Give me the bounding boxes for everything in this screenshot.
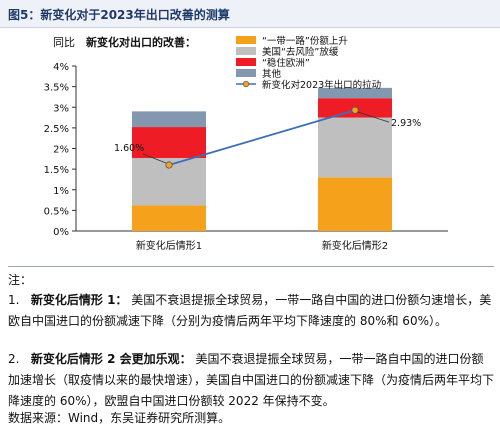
line-series-path: [168, 109, 356, 166]
legend-swatch: [236, 69, 256, 77]
chart-title: 新变化对出口的改善：: [86, 35, 196, 49]
note-item-1: 1. 新变化后情形 1： 美国不衰退提振全球贸易，一带一路自中国的进口份额匀速增…: [8, 290, 494, 332]
stacked-bar-chart: 0% 0.5% 1% 1.5% 2% 2.5% 3% 3.5% 4% 新变化后情形1 新变化后情形…: [44, 35, 448, 252]
y-tick-label: 1%: [53, 186, 69, 197]
y-tick-label: 3%: [53, 103, 69, 114]
legend-label: “稳住欧洲”: [262, 57, 310, 69]
bar-segment-1-1: [132, 205, 206, 231]
x-tick-label: 新变化后情形2: [322, 239, 388, 252]
note-2-heading: 新变化后情形 2 会更加乐观：: [30, 352, 192, 366]
note-2-text: 美国不衰退提振全球贸易，一带一路自中国的进口份额加速增长（取疫情以来的最快增速）…: [8, 352, 495, 408]
legend-label: “一带一路”份额上升: [262, 35, 348, 47]
bar-segment-1-4: [132, 111, 206, 128]
data-label-leader: [357, 111, 390, 123]
note-1-number: 1.: [8, 293, 20, 307]
legend-line-marker: [242, 80, 250, 88]
data-label: 2.93%: [391, 118, 421, 129]
notes-label: 注：: [8, 273, 33, 287]
chart-legend: “一带一路”份额上升美国“去风险”放缓“稳住欧洲”其他新变化对2023年出口的拉…: [236, 35, 381, 91]
y-tick-label: 1.5%: [44, 165, 69, 176]
notes-divider: [8, 266, 494, 267]
y-axis-label: 同比: [53, 36, 75, 49]
y-tick-label: 2%: [53, 145, 69, 156]
legend-label: 美国“去风险”放缓: [262, 46, 339, 58]
y-tick-label: 4%: [53, 62, 69, 73]
legend-label: 新变化对2023年出口的拉动: [262, 79, 381, 91]
y-tick-label: 0%: [53, 227, 69, 238]
figure-title-bar: 图5：新变化对于2023年出口改善的测算: [0, 0, 500, 28]
legend-swatch: [236, 47, 256, 55]
y-tick-label: 0.5%: [44, 206, 69, 217]
note-item-2: 2. 新变化后情形 2 会更加乐观： 美国不衰退提振全球贸易，一带一路自中国的进…: [8, 349, 494, 412]
x-tick-label: 新变化后情形1: [136, 239, 202, 252]
data-label: 1.60%: [114, 143, 144, 154]
line-point: [351, 106, 359, 114]
note-1-text: 美国不衰退提振全球贸易，一带一路自中国的进口份额匀速增长，美欧自中国进口的份额减…: [8, 293, 492, 328]
bar-segment-2-1: [318, 177, 392, 231]
y-tick-label: 2.5%: [44, 124, 69, 135]
y-tick-label: 3.5%: [44, 83, 69, 94]
figure-title: 图5：新变化对于2023年出口改善的测算: [8, 8, 230, 22]
line-point: [165, 161, 173, 169]
bar-segment-2-4: [318, 87, 392, 99]
data-source: 数据来源：Wind，东吴证券研究所测算。: [8, 411, 231, 425]
data-label-leader: [142, 153, 167, 164]
legend-swatch: [236, 36, 256, 44]
legend-swatch: [236, 58, 256, 66]
note-1-heading: 新变化后情形 1：: [30, 293, 128, 307]
bar-segment-1-3: [132, 127, 206, 158]
note-2-number: 2.: [8, 352, 20, 366]
chart-line: 1.60% 2.93%: [114, 106, 421, 169]
legend-label: 其他: [262, 68, 282, 80]
bar-segment-2-2: [318, 117, 392, 178]
